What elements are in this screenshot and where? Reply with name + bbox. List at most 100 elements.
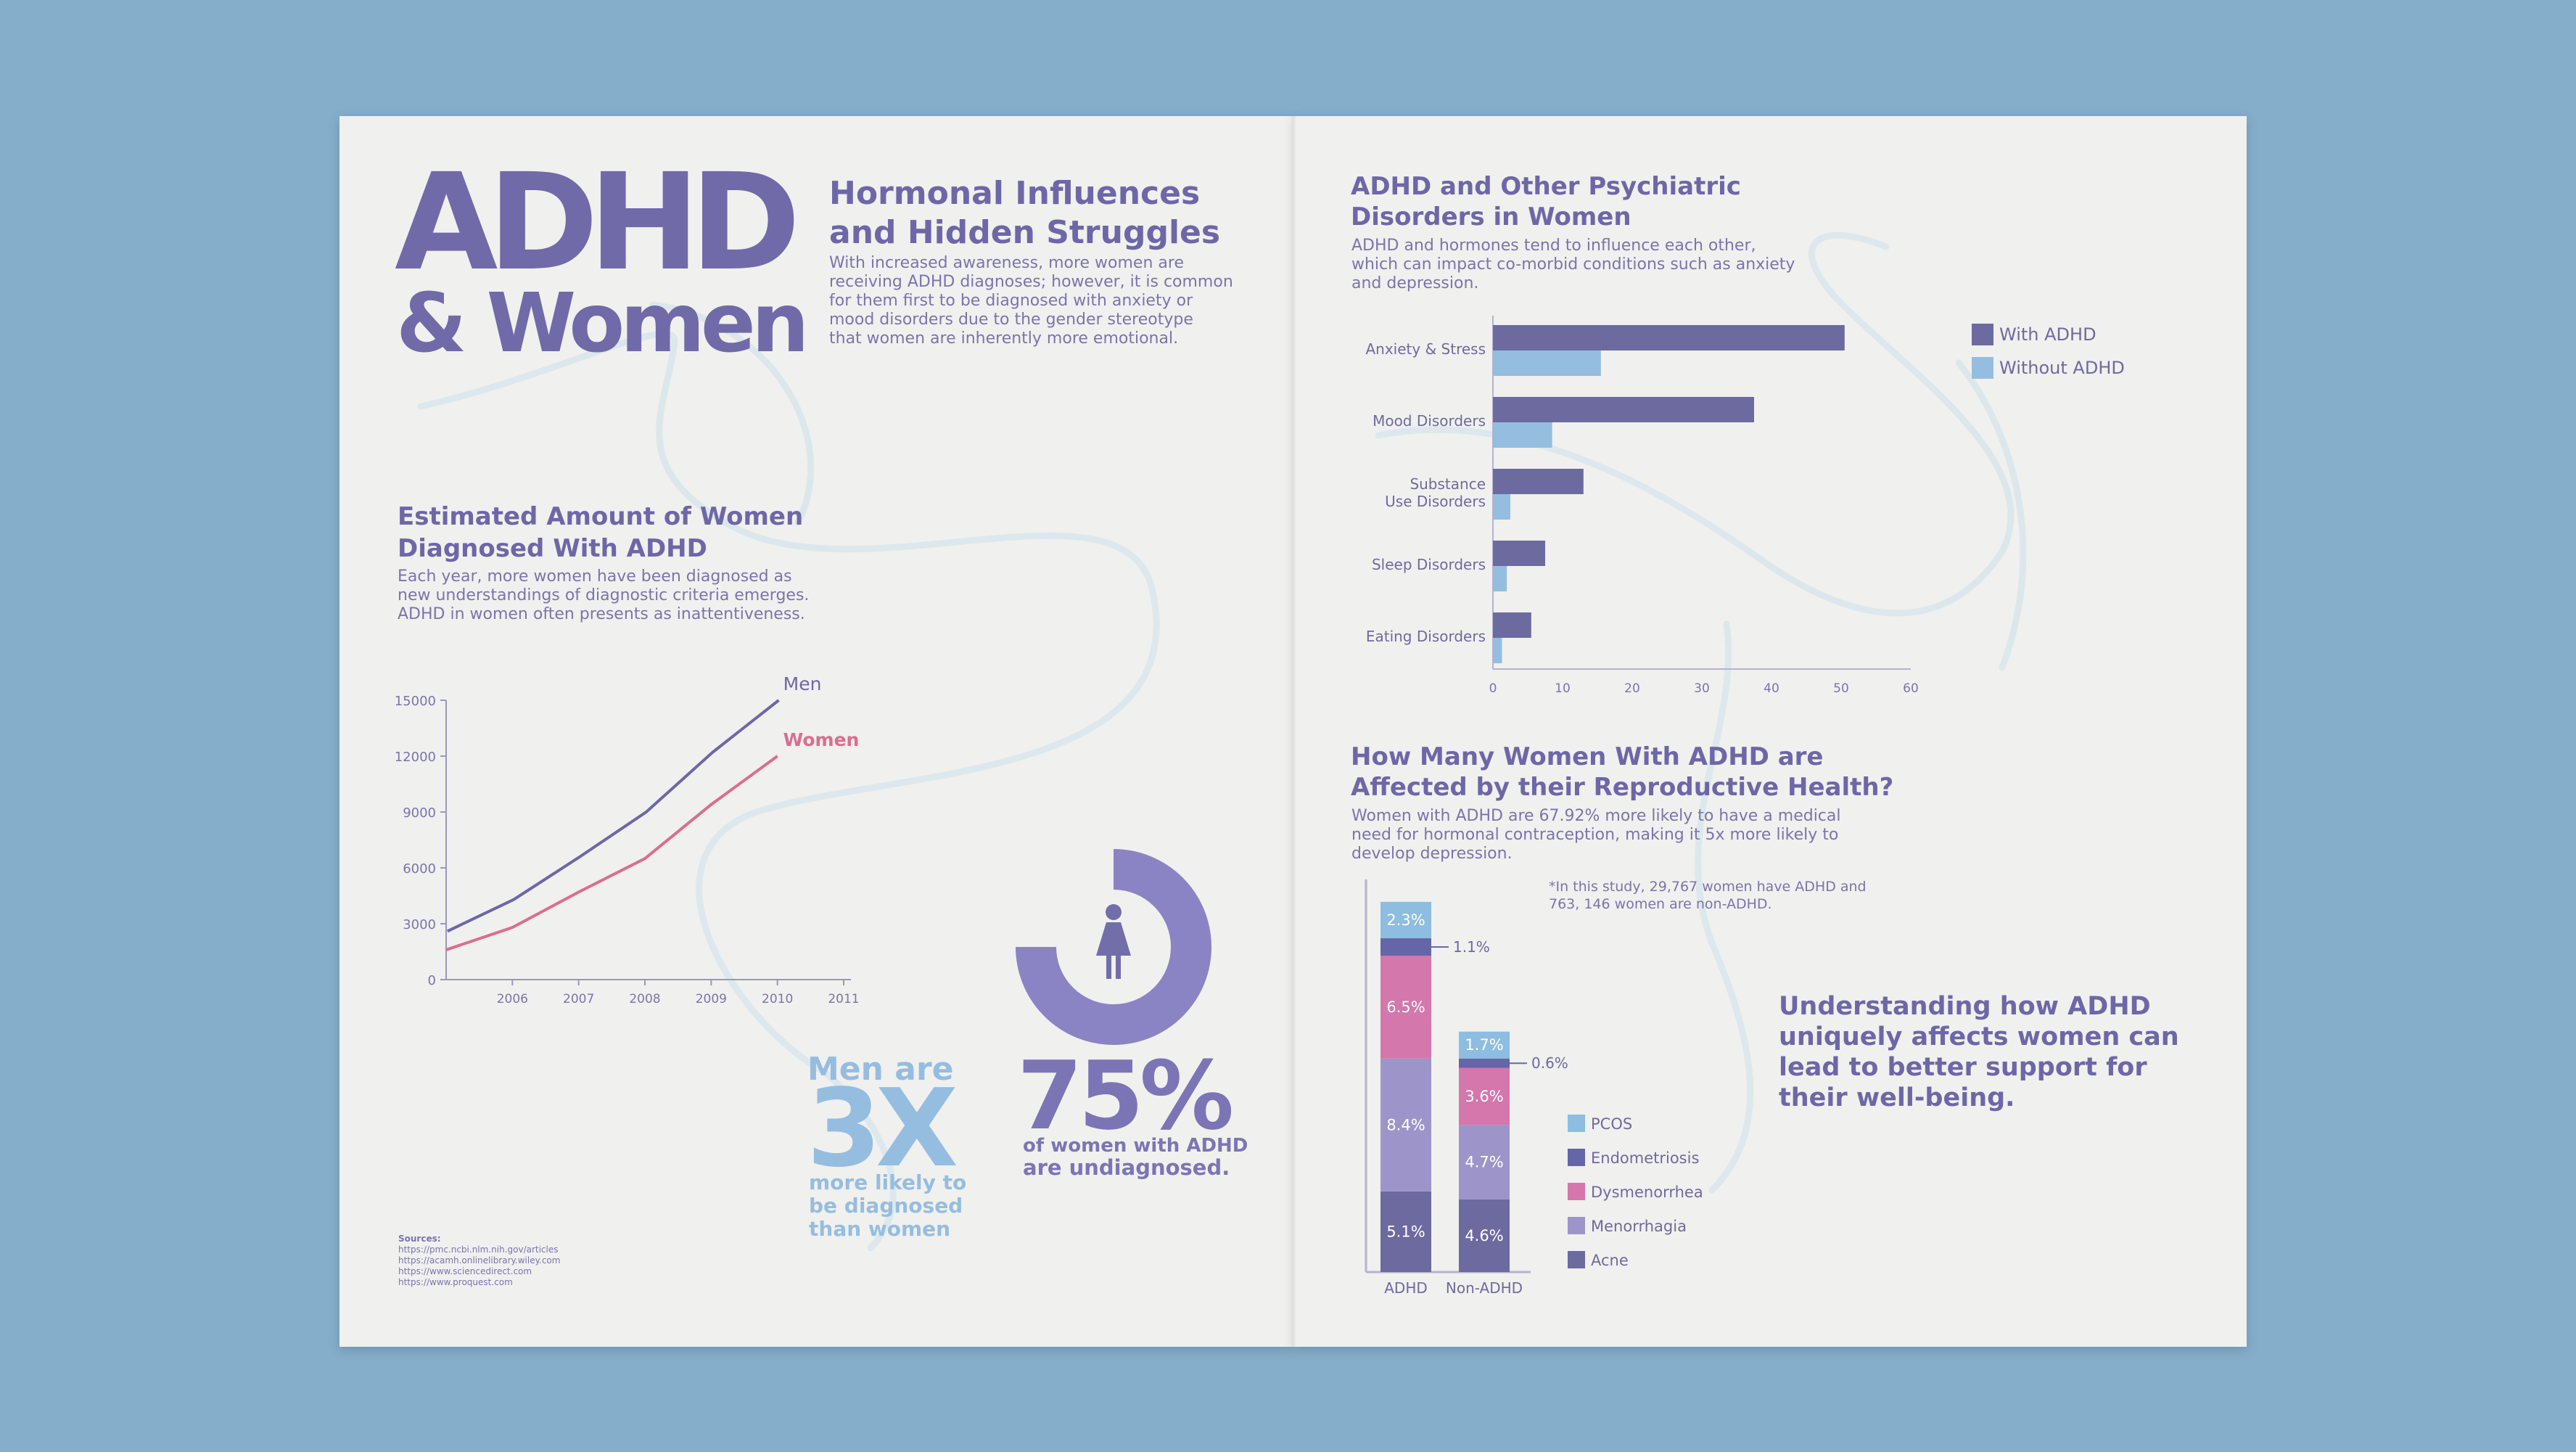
segment-label: 3.6%	[1465, 1088, 1503, 1105]
x-tick-label: 2011	[828, 992, 859, 1006]
segment-label: 1.7%	[1465, 1036, 1503, 1054]
right-page	[1295, 116, 2247, 1347]
segment-label: 8.4%	[1386, 1116, 1425, 1133]
bar-with-adhd	[1493, 541, 1545, 566]
intro-body-line: receiving ADHD diagnoses; however, it is…	[829, 273, 1233, 291]
men-caption-line: than women	[809, 1217, 951, 1241]
woman-figure-icon	[1096, 904, 1131, 979]
stack-segment-dysmenorrhea	[1459, 1067, 1510, 1125]
stack-chart-body-line: Women with ADHD are 67.92% more likely t…	[1351, 807, 1841, 825]
category-label: Eating Disorders	[1366, 628, 1486, 645]
intro-body-line: mood disorders due to the gender stereot…	[829, 311, 1193, 329]
line-chart-heading-line2: Diagnosed With ADHD	[398, 534, 707, 563]
bar-without-adhd	[1493, 638, 1502, 663]
source-link[interactable]: https://www.proquest.com	[398, 1277, 513, 1287]
intro-heading-line2: and Hidden Struggles	[829, 214, 1221, 251]
stack-chart-heading-line1: How Many Women With ADHD are	[1351, 742, 1824, 771]
segment-label: 5.1%	[1386, 1223, 1425, 1240]
category-label: Use Disorders	[1385, 493, 1486, 510]
stack-segment-pcos	[1459, 1031, 1510, 1059]
bar-with-adhd	[1493, 397, 1754, 422]
stack-chart-body: Women with ADHD are 67.92% more likely t…	[1351, 807, 1841, 864]
legend-label: PCOS	[1591, 1115, 1632, 1133]
undiagnosed-caption-line: are undiagnosed.	[1023, 1155, 1230, 1180]
legend-swatch	[1568, 1251, 1585, 1268]
series-line-women	[445, 755, 778, 951]
x-tick-label: 2009	[696, 992, 727, 1006]
stacked-bar-chart: 5.1% 8.4% 6.5% 1.1% 2.3% ADHD 4.6% 4.7% 3.6% 0.6%…	[1365, 879, 1703, 1297]
bar-without-adhd	[1493, 494, 1510, 520]
legend-label: Dysmenorrhea	[1591, 1184, 1703, 1201]
bar-without-adhd	[1493, 422, 1552, 448]
sources: Sources: https://pmc.ncbi.nlm.nih.gov/ar…	[398, 1234, 560, 1288]
line-chart-heading-line1: Estimated Amount of Women	[398, 502, 804, 531]
legend-swatch	[1972, 324, 1993, 345]
legend-swatch	[1972, 357, 1993, 379]
donut-chart	[1016, 849, 1211, 1045]
category-label: Mood Disorders	[1373, 412, 1486, 430]
stack-segment-acne	[1459, 1199, 1510, 1272]
bar-with-adhd	[1493, 612, 1531, 638]
y-tick-label: 12000	[395, 750, 436, 765]
legend-swatch	[1568, 1217, 1585, 1234]
seventy-five-percent-stat: 75%	[1017, 1041, 1234, 1151]
x-tick-label: 40	[1764, 681, 1779, 696]
segment-label: 4.7%	[1465, 1153, 1503, 1170]
category-label: Sleep Disorders	[1372, 556, 1486, 573]
horizontal-bar-chart: 0 10 20 30 40 50 60 Anxiety & Stress Mood Disord…	[1365, 316, 2125, 696]
x-tick-label: 2008	[629, 992, 660, 1006]
title-and-women: & Women	[396, 276, 810, 371]
men-are-label: Men are	[807, 1051, 954, 1088]
stack-segment-endometriosis	[1459, 1058, 1510, 1068]
stack-segment-menorrhagia	[1380, 1058, 1431, 1191]
legend-swatch	[1568, 1149, 1585, 1166]
title-adhd: ADHD	[395, 145, 801, 300]
y-tick-label: 9000	[403, 805, 436, 821]
source-link[interactable]: https://pmc.ncbi.nlm.nih.gov/articles	[398, 1244, 559, 1255]
stack-chart-body-line: need for hormonal contraception, making …	[1351, 826, 1839, 844]
series-line-men	[446, 699, 780, 933]
line-chart-body-line: new understandings of diagnostic criteri…	[398, 586, 810, 604]
three-x-stat: 3X	[807, 1066, 958, 1191]
x-tick-label: 60	[1903, 681, 1919, 696]
men-caption-line: be diagnosed	[809, 1194, 963, 1218]
undiagnosed-caption-line: of women with ADHD	[1023, 1135, 1248, 1157]
closing-line: lead to better support for	[1779, 1053, 2147, 1082]
bar-chart-body-line: and depression.	[1351, 274, 1479, 292]
stack-chart-heading: How Many Women With ADHD are Affected by…	[1351, 742, 1893, 803]
bar-chart-body-line: ADHD and hormones tend to influence each…	[1351, 237, 1756, 255]
legend-swatch	[1568, 1115, 1585, 1132]
bar-chart-body-line: which can impact co-morbid conditions su…	[1351, 255, 1795, 274]
stack-chart-body-line: develop depression.	[1351, 845, 1513, 863]
category-label: ADHD	[1384, 1279, 1428, 1297]
category-label: Non-ADHD	[1446, 1279, 1523, 1297]
source-link[interactable]: https://acamh.onlinelibrary.wiley.com	[398, 1255, 561, 1266]
segment-label: 0.6%	[1531, 1054, 1568, 1072]
legend-label: Without ADHD	[1999, 358, 2125, 378]
line-chart: 0 3000 6000 9000 12000 15000 2006 2007 2008 2009 2…	[395, 673, 860, 1006]
closing-line: uniquely affects women can	[1779, 1022, 2179, 1051]
segment-label: 4.6%	[1465, 1227, 1503, 1244]
x-tick-label: 10	[1555, 681, 1571, 696]
men-caption-line: more likely to	[809, 1170, 967, 1194]
legend-label: Endometriosis	[1591, 1149, 1699, 1167]
segment-label: 2.3%	[1386, 911, 1425, 929]
source-link[interactable]: https://www.sciencedirect.com	[398, 1266, 532, 1276]
x-tick-label: 2007	[563, 992, 594, 1006]
stack-segment-menorrhagia	[1459, 1125, 1510, 1199]
x-tick-label: 20	[1624, 681, 1640, 696]
page-fold	[1292, 116, 1296, 1347]
bar-chart-heading-line2: Disorders in Women	[1351, 202, 1631, 231]
line-chart-body: Each year, more women have been diagnose…	[398, 567, 809, 624]
stack-segment-dysmenorrhea	[1380, 956, 1431, 1059]
bar-chart-heading-line1: ADHD and Other Psychiatric	[1351, 172, 1741, 201]
study-note: *In this study, 29,767 women have ADHD a…	[1549, 878, 1867, 913]
x-tick-label: 2006	[497, 992, 528, 1006]
stack-segment-pcos	[1380, 901, 1431, 939]
donut-arc	[1016, 849, 1211, 1045]
bar-chart-body: ADHD and hormones tend to influence each…	[1351, 237, 1795, 293]
closing-line: their well-being.	[1779, 1083, 2015, 1112]
y-tick-label: 15000	[395, 694, 436, 709]
intro-body: With increased awareness, more women are…	[829, 254, 1233, 348]
